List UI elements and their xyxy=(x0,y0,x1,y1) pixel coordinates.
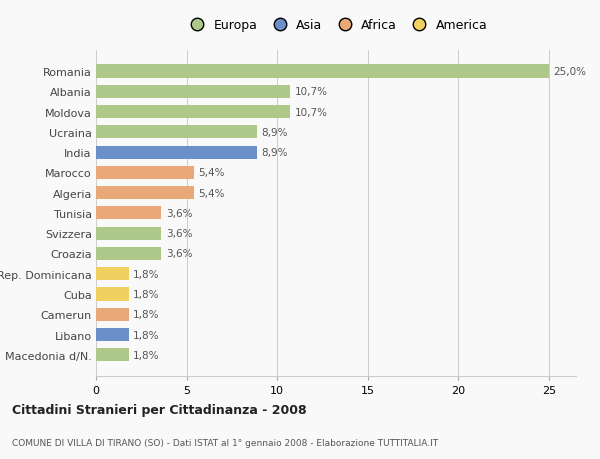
Text: 10,7%: 10,7% xyxy=(295,87,328,97)
Bar xyxy=(96,85,290,99)
Text: 10,7%: 10,7% xyxy=(295,107,328,118)
Bar xyxy=(96,268,128,280)
Bar xyxy=(96,167,194,179)
Text: 1,8%: 1,8% xyxy=(133,350,160,360)
Bar xyxy=(96,227,161,240)
Text: Cittadini Stranieri per Cittadinanza - 2008: Cittadini Stranieri per Cittadinanza - 2… xyxy=(12,403,307,416)
Text: 25,0%: 25,0% xyxy=(553,67,586,77)
Bar xyxy=(96,65,549,78)
Text: 5,4%: 5,4% xyxy=(199,188,225,198)
Bar xyxy=(96,288,128,301)
Bar xyxy=(96,126,257,139)
Legend: Europa, Asia, Africa, America: Europa, Asia, Africa, America xyxy=(179,14,493,37)
Text: 1,8%: 1,8% xyxy=(133,269,160,279)
Text: 3,6%: 3,6% xyxy=(166,208,192,218)
Bar xyxy=(96,106,290,119)
Text: 5,4%: 5,4% xyxy=(199,168,225,178)
Bar xyxy=(96,187,194,200)
Bar xyxy=(96,328,128,341)
Text: 3,6%: 3,6% xyxy=(166,249,192,259)
Text: 8,9%: 8,9% xyxy=(262,128,288,138)
Text: 1,8%: 1,8% xyxy=(133,330,160,340)
Bar xyxy=(96,247,161,260)
Bar xyxy=(96,207,161,220)
Bar xyxy=(96,308,128,321)
Bar xyxy=(96,146,257,159)
Text: 1,8%: 1,8% xyxy=(133,309,160,319)
Text: 3,6%: 3,6% xyxy=(166,229,192,239)
Text: 1,8%: 1,8% xyxy=(133,289,160,299)
Text: 8,9%: 8,9% xyxy=(262,148,288,158)
Text: COMUNE DI VILLA DI TIRANO (SO) - Dati ISTAT al 1° gennaio 2008 - Elaborazione TU: COMUNE DI VILLA DI TIRANO (SO) - Dati IS… xyxy=(12,438,438,447)
Bar xyxy=(96,348,128,362)
